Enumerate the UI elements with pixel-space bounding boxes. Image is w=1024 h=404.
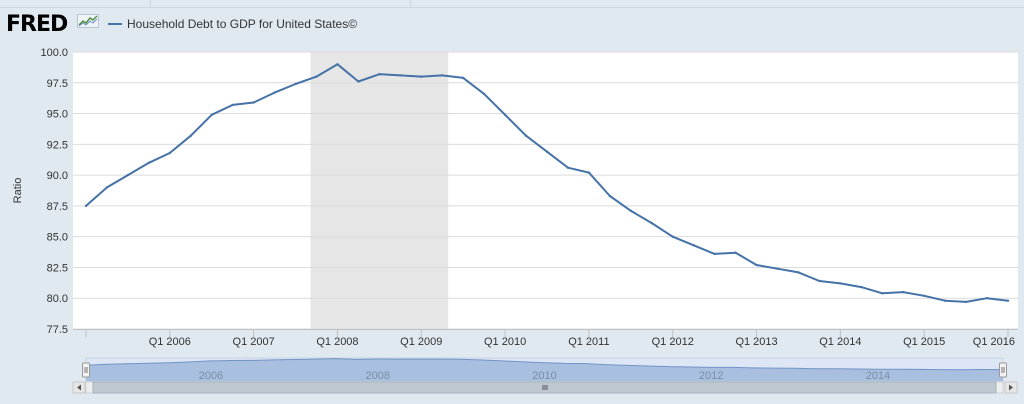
x-tick-label: Q1 2014	[819, 336, 861, 348]
data-point	[294, 82, 297, 86]
data-point	[357, 80, 360, 83]
y-tick-label: 100.0	[40, 47, 68, 59]
data-point	[105, 186, 109, 189]
data-point	[378, 73, 381, 76]
data-point	[734, 251, 737, 254]
top-divider-tick	[410, 0, 411, 8]
y-tick-label: 77.5	[47, 324, 68, 336]
data-point	[420, 75, 423, 78]
navigator-line	[85, 358, 1004, 371]
x-tick-label: Q1 2016	[973, 336, 1015, 348]
data-point	[441, 74, 444, 77]
y-tick-label: 82.5	[47, 262, 68, 274]
data-point	[399, 74, 402, 77]
data-point	[839, 282, 842, 285]
scroll-right-arrow-icon	[1009, 384, 1013, 391]
y-tick-label: 97.5	[47, 78, 68, 90]
data-point	[503, 113, 507, 117]
legend-label: Household Debt to GDP for United States©	[127, 17, 358, 31]
data-point	[902, 290, 905, 294]
data-point	[168, 151, 171, 155]
data-point	[252, 101, 255, 104]
y-tick-label: 87.5	[47, 201, 68, 213]
data-point	[336, 63, 339, 66]
data-point	[923, 294, 926, 297]
data-point	[1006, 299, 1010, 302]
fred-graph-icon	[77, 14, 99, 28]
data-point	[210, 113, 213, 117]
top-bar	[0, 0, 1024, 40]
y-tick-label: 90.0	[47, 170, 68, 182]
top-divider	[0, 7, 1024, 8]
recession-band	[310, 52, 449, 329]
data-point	[671, 235, 674, 238]
data-point	[713, 252, 716, 256]
y-tick-label: 85.0	[47, 232, 68, 244]
y-tick-label: 95.0	[47, 109, 68, 121]
x-tick-label: Q1 2010	[484, 336, 526, 348]
legend[interactable]: Household Debt to GDP for United States©	[108, 17, 357, 31]
y-tick-label: 80.0	[47, 293, 68, 305]
data-point	[797, 271, 800, 274]
data-point	[860, 285, 863, 289]
x-tick-label: Q1 2012	[652, 336, 694, 348]
x-tick-label: Q1 2015	[903, 336, 945, 348]
y-tick-label: 92.5	[47, 139, 68, 151]
data-point	[231, 103, 234, 107]
data-point	[545, 150, 549, 153]
data-point	[692, 244, 695, 247]
plot-area	[73, 52, 1018, 329]
data-point	[964, 300, 968, 304]
data-point	[273, 91, 276, 94]
x-tick-label: Q1 2008	[316, 336, 358, 348]
fred-logo: FRED	[6, 12, 68, 37]
data-point	[84, 204, 88, 208]
x-tick-label: Q1 2009	[400, 336, 442, 348]
navigator-area	[86, 358, 1003, 381]
scroll-left-arrow-icon	[77, 384, 81, 391]
data-point	[566, 166, 570, 169]
y-axis-title: Ratio	[12, 178, 24, 204]
x-tick-label: Q1 2011	[568, 336, 609, 348]
navigator-handle[interactable]	[999, 362, 1007, 378]
x-tick-label: Q1 2007	[233, 336, 275, 348]
navigator-label: 2008	[366, 370, 390, 382]
data-point	[587, 171, 591, 174]
navigator-label: 2012	[699, 370, 723, 382]
navigator-label: 2014	[866, 370, 890, 382]
data-point	[985, 297, 989, 300]
data-point	[650, 221, 653, 225]
data-point	[189, 134, 192, 137]
data-point	[147, 161, 151, 164]
data-point	[315, 75, 318, 78]
data-point	[482, 92, 486, 96]
navigator-handle[interactable]	[82, 362, 90, 378]
navigator-label: 2010	[532, 370, 556, 382]
data-point	[524, 134, 528, 137]
x-tick-label: Q1 2013	[735, 336, 777, 348]
data-point	[818, 279, 821, 283]
legend-swatch	[108, 23, 122, 25]
navigator-label: 2006	[199, 370, 223, 382]
data-point	[126, 173, 130, 177]
data-point	[776, 267, 779, 270]
data-point	[881, 292, 884, 295]
data-point	[608, 194, 612, 198]
data-point	[629, 209, 632, 212]
data-point	[462, 76, 465, 80]
data-point	[943, 299, 947, 302]
data-point	[755, 263, 758, 267]
x-tick-label: Q1 2006	[149, 336, 191, 348]
top-divider-tick	[150, 0, 151, 8]
